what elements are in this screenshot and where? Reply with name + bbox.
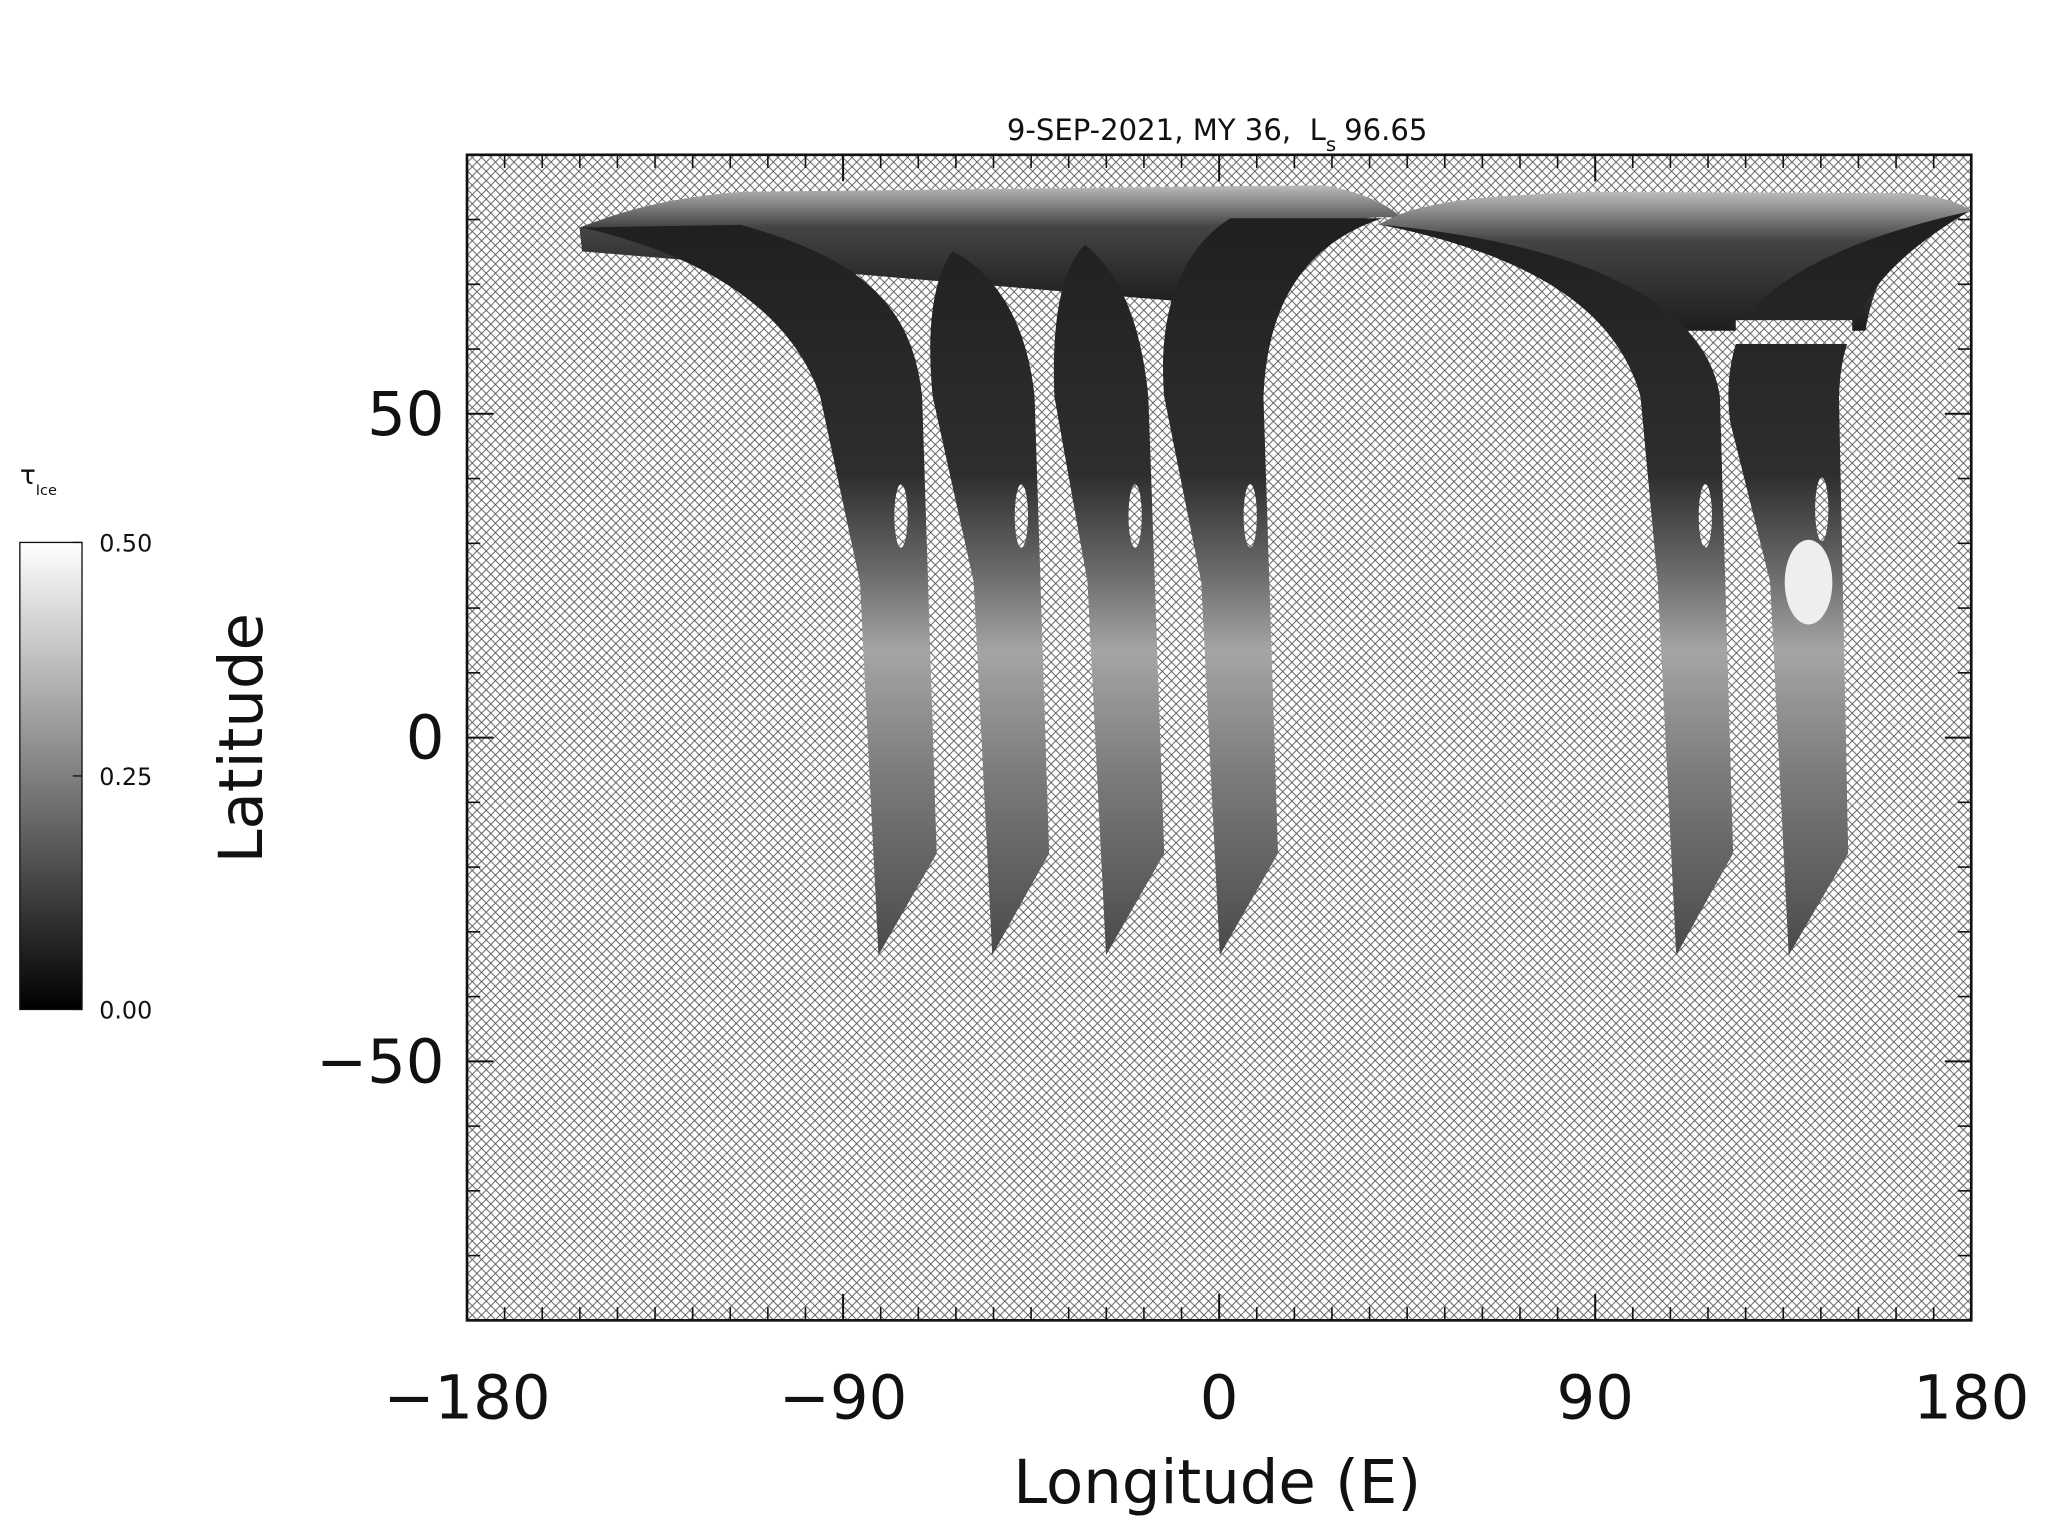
gap [1243, 484, 1257, 548]
swath [930, 251, 1050, 956]
x-tick-label: −180 [383, 1363, 550, 1433]
y-tick-label: 50 [367, 380, 444, 450]
colorbar-label-sub: Ice [36, 482, 57, 499]
colorbar-label-symbol: τ [20, 460, 36, 491]
colorbar [19, 541, 83, 1011]
y-tick-label: 0 [406, 704, 445, 774]
colorbar-tick-label: 0.00 [99, 997, 152, 1025]
x-axis-label: Longitude (E) [1013, 1448, 1421, 1518]
bright-cloud [1784, 539, 1833, 625]
title-text: 9-SEP-2021, MY 36, [1007, 113, 1291, 147]
x-tick-label: 0 [1200, 1363, 1239, 1433]
swath [582, 224, 937, 956]
gap [1815, 477, 1829, 542]
gap [1735, 320, 1853, 344]
title-ls-value: 96.65 [1344, 113, 1427, 147]
gap [1014, 484, 1028, 548]
colorbar-label: τIce [20, 460, 57, 499]
swath [1163, 218, 1383, 956]
swath [1728, 211, 1969, 956]
colorbar-tick-label: 0.25 [99, 763, 152, 791]
gap [894, 484, 908, 548]
x-tick-label: 90 [1556, 1363, 1633, 1433]
swath [1053, 244, 1165, 956]
title-ls-sub: s [1326, 133, 1336, 156]
x-tick-label: 180 [1913, 1363, 2029, 1433]
swaths [579, 185, 1972, 956]
y-tick-label: −50 [316, 1028, 444, 1098]
gap [1698, 484, 1712, 548]
colorbar-tick-label: 0.50 [99, 530, 152, 558]
title-ls: L [1310, 113, 1327, 147]
swath [1382, 224, 1734, 956]
x-tick-label: −90 [779, 1363, 907, 1433]
y-axis-label: Latitude [207, 613, 277, 863]
gap [1128, 484, 1142, 548]
chart-title: 9-SEP-2021, MY 36, Ls 96.65 [1007, 113, 1428, 156]
